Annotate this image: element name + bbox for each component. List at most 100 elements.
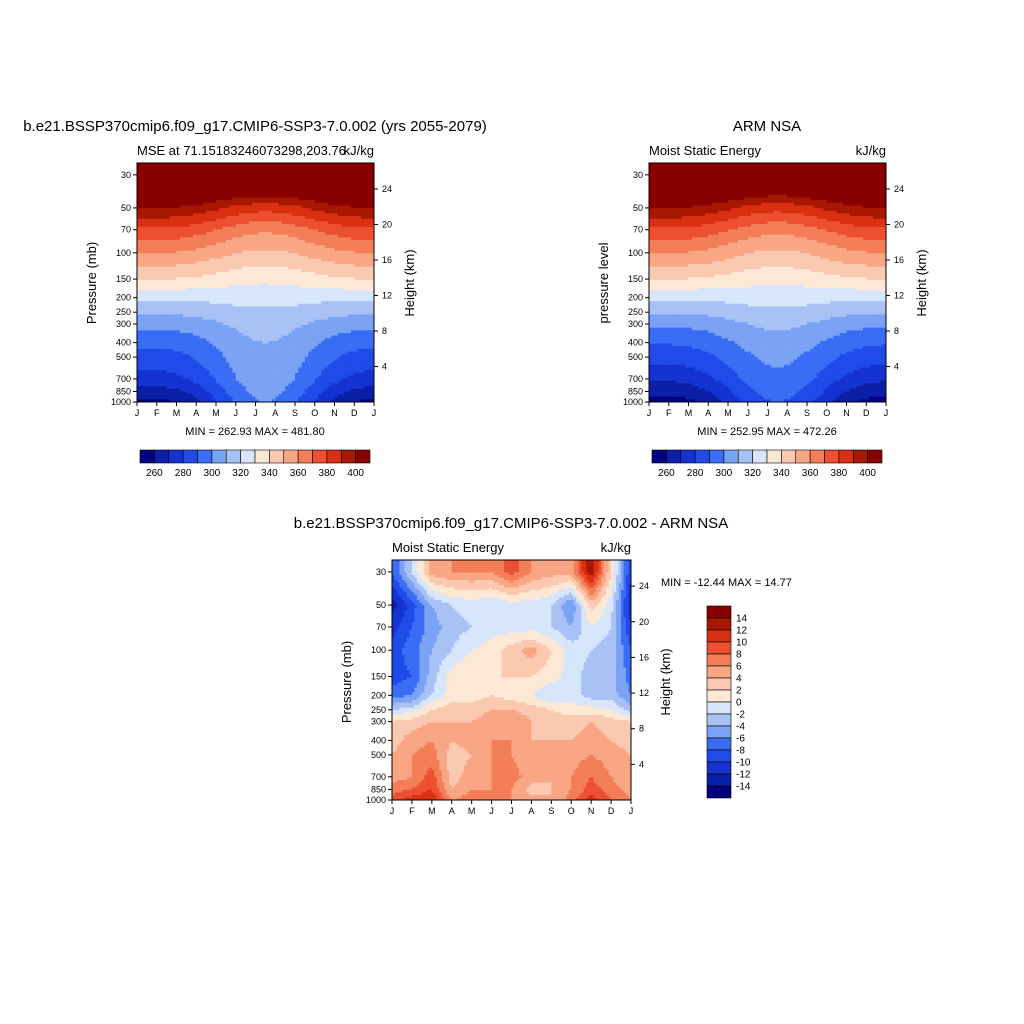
p1-field-cell [292, 267, 296, 270]
p1-field-cell [295, 176, 299, 179]
p1-field-cell [242, 397, 246, 400]
p1-field-cell [295, 301, 299, 304]
p1-field-cell [193, 237, 197, 240]
p1-field-cell [153, 237, 157, 240]
p1-field-cell [206, 216, 210, 219]
p1-field-cell [213, 354, 217, 357]
p1-field-cell [229, 367, 233, 370]
p1-field-cell [252, 264, 256, 267]
p1-field-cell [160, 235, 164, 238]
p1-field-cell [144, 341, 148, 344]
p1-field-cell [275, 312, 279, 315]
p1-field-cell [144, 243, 148, 246]
p1-field-cell [318, 261, 322, 264]
p1-field-cell [177, 264, 181, 267]
p1-field-cell [213, 357, 217, 360]
p1-field-cell [275, 383, 279, 386]
p1-field-cell [213, 322, 217, 325]
p1-field-cell [311, 168, 315, 171]
p1-field-cell [216, 344, 220, 347]
p1-field-cell [311, 346, 315, 349]
p1-field-cell [249, 346, 253, 349]
p1-field-cell [153, 306, 157, 309]
p1-field-cell [315, 200, 319, 203]
p1-field-cell [153, 349, 157, 352]
p1-field-cell [177, 211, 181, 214]
p1-field-cell [292, 261, 296, 264]
p1-field-cell [153, 346, 157, 349]
p1-field-cell [285, 240, 289, 243]
p1-field-cell [292, 309, 296, 312]
p1-field-cell [305, 365, 309, 368]
p1-field-cell [282, 320, 286, 323]
p1-field-cell [229, 283, 233, 286]
p1-field-cell [150, 224, 154, 227]
p1-field-cell [246, 288, 250, 291]
p1-field-cell [219, 391, 223, 394]
p1-field-cell [200, 184, 204, 187]
p1-field-cell [246, 285, 250, 288]
p1-field-cell [160, 171, 164, 174]
p1-field-cell [157, 224, 161, 227]
p1-field-cell [163, 306, 167, 309]
p1-field-cell [157, 198, 161, 201]
p1-field-cell [305, 190, 309, 193]
p1-field-cell [229, 187, 233, 190]
p1-field-cell [256, 203, 260, 206]
p1-field-cell [259, 179, 263, 182]
p1-field-cell [282, 309, 286, 312]
p1-field-cell [209, 203, 213, 206]
p1-field-cell [265, 221, 269, 224]
p1-field-cell [246, 219, 250, 222]
p1-field-cell [196, 354, 200, 357]
p1-field-cell [242, 205, 246, 208]
p1-field-cell [249, 245, 253, 248]
p1-field-cell [226, 179, 230, 182]
p1-field-cell [272, 277, 276, 280]
p1-field-cell [318, 182, 322, 185]
p1-field-cell [265, 304, 269, 307]
p1-field-cell [292, 182, 296, 185]
p1-field-cell [180, 290, 184, 293]
p1-field-cell [275, 386, 279, 389]
p1-field-cell [140, 229, 144, 232]
p1-field-cell [308, 259, 312, 262]
p1-field-cell [150, 346, 154, 349]
p1-field-cell [285, 298, 289, 301]
p1-field-cell [180, 182, 184, 185]
p1-field-cell [279, 240, 283, 243]
p1-field-cell [272, 288, 276, 291]
p1-field-cell [249, 248, 253, 251]
p1-field-cell [200, 375, 204, 378]
p1-field-cell [150, 325, 154, 328]
p1-field-cell [163, 192, 167, 195]
p1-field-cell [144, 397, 148, 400]
p1-field-cell [153, 320, 157, 323]
p1-field-cell [206, 293, 210, 296]
p1-field-cell [265, 386, 269, 389]
p1-field-cell [186, 213, 190, 216]
p1-field-cell [223, 283, 227, 286]
p1-field-cell [315, 309, 319, 312]
p1-field-cell [203, 237, 207, 240]
p1-field-cell [137, 322, 141, 325]
p1-field-cell [167, 325, 171, 328]
p1-field-cell [256, 237, 260, 240]
p1-field-cell [242, 240, 246, 243]
p1-field-cell [180, 309, 184, 312]
p1-field-cell [183, 235, 187, 238]
p1-field-cell [167, 320, 171, 323]
p1-field-cell [200, 205, 204, 208]
p1-field-cell [223, 285, 227, 288]
p1-field-cell [229, 245, 233, 248]
p1-field-cell [186, 386, 190, 389]
p1-field-cell [180, 171, 184, 174]
p1-field-cell [196, 243, 200, 246]
p1-field-cell [246, 386, 250, 389]
p1-field-cell [186, 269, 190, 272]
p1-field-cell [236, 296, 240, 299]
p1-field-cell [239, 243, 243, 246]
p1-field-cell [288, 288, 292, 291]
p1-field-cell [206, 285, 210, 288]
p1-field-cell [269, 389, 273, 392]
